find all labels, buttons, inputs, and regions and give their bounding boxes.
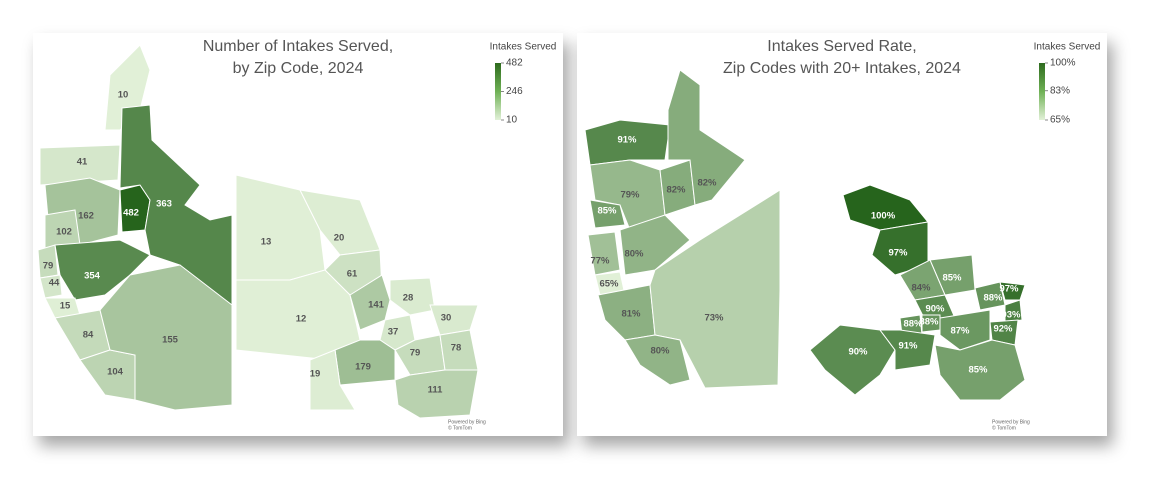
- zip-value-label: 104: [107, 367, 124, 378]
- zip-value-label: 65%: [599, 279, 619, 290]
- zip-value-label: 80%: [650, 346, 670, 357]
- zip-value-label: 79%: [620, 190, 640, 201]
- zip-region: [667, 69, 746, 206]
- zip-value-label: 82%: [697, 178, 717, 189]
- zip-region: [389, 277, 436, 316]
- legend-scale: [1039, 63, 1045, 120]
- zip-value-label: 97%: [999, 284, 1019, 295]
- zip-value-label: 79: [43, 261, 54, 272]
- zip-value-label: 19: [310, 369, 321, 380]
- zip-value-label: 179: [355, 362, 371, 373]
- zip-value-label: 90%: [848, 347, 868, 358]
- zip-region: [235, 269, 361, 361]
- zip-value-label: 100%: [871, 211, 896, 222]
- zip-value-label: 20: [334, 233, 345, 244]
- zip-value-label: 155: [162, 335, 179, 346]
- zip-value-label: 84%: [911, 283, 931, 294]
- legend-tick-label: 10: [506, 115, 518, 126]
- zip-region: [349, 274, 391, 331]
- zip-value-label: 15: [60, 301, 71, 312]
- zip-value-label: 84: [83, 330, 94, 341]
- zip-region: [54, 239, 151, 301]
- map-title: by Zip Code, 2024: [233, 60, 364, 77]
- zip-value-label: 85%: [968, 365, 988, 376]
- legend-title: Intakes Served: [1034, 42, 1101, 53]
- zip-value-label: 87%: [950, 326, 970, 337]
- zip-value-label: 10: [118, 90, 129, 101]
- zip-value-label: 93%: [1001, 310, 1021, 321]
- zip-value-label: 13: [261, 237, 272, 248]
- zip-region: [589, 199, 626, 229]
- zip-region: [299, 189, 381, 256]
- legend-tick-label: 83%: [1050, 85, 1070, 96]
- zip-value-label: 162: [78, 211, 94, 222]
- legend-title: Intakes Served: [490, 42, 557, 53]
- zip-value-label: 12: [296, 314, 307, 325]
- zip-value-label: 90%: [925, 304, 945, 315]
- map-title: Intakes Served Rate,: [767, 38, 916, 55]
- legend-tick-label: 65%: [1050, 115, 1070, 126]
- zip-value-label: 92%: [993, 324, 1013, 335]
- zip-value-label: 91%: [898, 341, 918, 352]
- legend-tick-label: 100%: [1050, 58, 1076, 69]
- legend-scale: [495, 63, 501, 120]
- map-title: Zip Codes with 20+ Intakes, 2024: [723, 60, 961, 77]
- zip-value-label: 44: [49, 278, 60, 289]
- zip-region: [39, 274, 63, 299]
- zip-value-label: 41: [77, 157, 88, 168]
- zip-region: [624, 334, 691, 386]
- map-credit: © TomTom: [448, 424, 472, 431]
- zip-value-label: 88%: [919, 317, 939, 328]
- zip-value-label: 88%: [903, 319, 923, 330]
- zip-value-label: 79: [410, 348, 421, 359]
- zip-value-label: 78: [451, 343, 462, 354]
- map-credit: Powered by Bing: [448, 419, 486, 425]
- legend-tick-label: 246: [506, 86, 523, 97]
- zip-region: [649, 189, 781, 389]
- map-title: Number of Intakes Served,: [203, 38, 393, 55]
- map-credit: Powered by Bing: [992, 419, 1030, 425]
- zip-value-label: 82%: [666, 185, 686, 196]
- zip-region: [39, 144, 121, 186]
- zip-value-label: 354: [84, 271, 101, 282]
- zip-region: [587, 231, 621, 276]
- zip-region: [309, 349, 356, 411]
- zip-value-label: 97%: [888, 248, 908, 259]
- zip-value-label: 102: [56, 227, 72, 238]
- zip-value-label: 37: [388, 327, 399, 338]
- zip-value-label: 91%: [617, 135, 637, 146]
- zip-value-label: 73%: [704, 313, 724, 324]
- zip-value-label: 363: [156, 199, 172, 210]
- zip-value-label: 88%: [983, 293, 1003, 304]
- zip-value-label: 30: [441, 313, 452, 324]
- zip-value-label: 81%: [621, 309, 641, 320]
- zip-region: [879, 329, 936, 371]
- zip-region: [1004, 299, 1023, 323]
- zip-value-label: 80%: [624, 249, 644, 260]
- zip-value-label: 61: [347, 269, 358, 280]
- zip-region: [619, 214, 691, 276]
- zip-region: [99, 264, 233, 411]
- zip-value-label: 28: [403, 293, 414, 304]
- zip-value-label: 85%: [942, 273, 962, 284]
- zip-region: [394, 369, 479, 419]
- zip-region: [934, 339, 1026, 401]
- zip-value-label: 85%: [597, 206, 617, 217]
- map-credit: © TomTom: [992, 424, 1016, 431]
- zip-value-label: 482: [123, 208, 139, 219]
- zip-value-label: 111: [428, 385, 444, 396]
- legend-tick-label: 482: [506, 58, 523, 69]
- zip-value-label: 141: [368, 300, 385, 311]
- zip-region: [809, 324, 896, 396]
- zip-value-label: 77%: [590, 256, 610, 267]
